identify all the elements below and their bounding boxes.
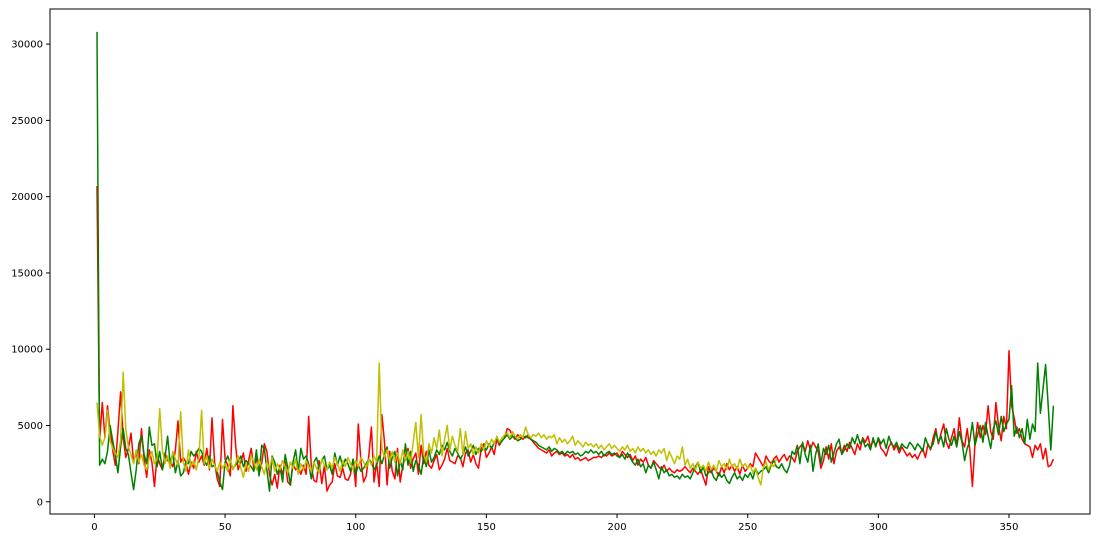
y-tick-label-0: 0 bbox=[37, 497, 43, 508]
axes-layer: 0 50 100 150 200 250 300 350 0 5000 10000 15000 2000… bbox=[11, 40, 1018, 533]
y-tick-label-2: 10000 bbox=[11, 345, 43, 356]
y-tick-label-4: 20000 bbox=[11, 192, 43, 203]
y-tick-label-5: 25000 bbox=[11, 116, 43, 127]
x-tick-label-6: 300 bbox=[869, 522, 888, 533]
series-line-0 bbox=[96, 185, 1055, 492]
x-tick-label-4: 200 bbox=[607, 522, 626, 533]
x-tick-label-1: 50 bbox=[219, 522, 232, 533]
x-tick-label-0: 0 bbox=[91, 522, 97, 533]
y-tick-label-3: 15000 bbox=[11, 268, 43, 279]
x-tick-label-7: 350 bbox=[999, 522, 1018, 533]
x-tick-label-3: 150 bbox=[477, 522, 496, 533]
series-line-1 bbox=[96, 31, 1055, 492]
series-layer bbox=[96, 31, 1055, 492]
y-tick-label-1: 5000 bbox=[18, 421, 43, 432]
x-tick-label-2: 100 bbox=[346, 522, 365, 533]
series-line-2 bbox=[96, 362, 778, 486]
x-tick-label-5: 250 bbox=[738, 522, 757, 533]
y-tick-label-6: 30000 bbox=[11, 40, 43, 51]
